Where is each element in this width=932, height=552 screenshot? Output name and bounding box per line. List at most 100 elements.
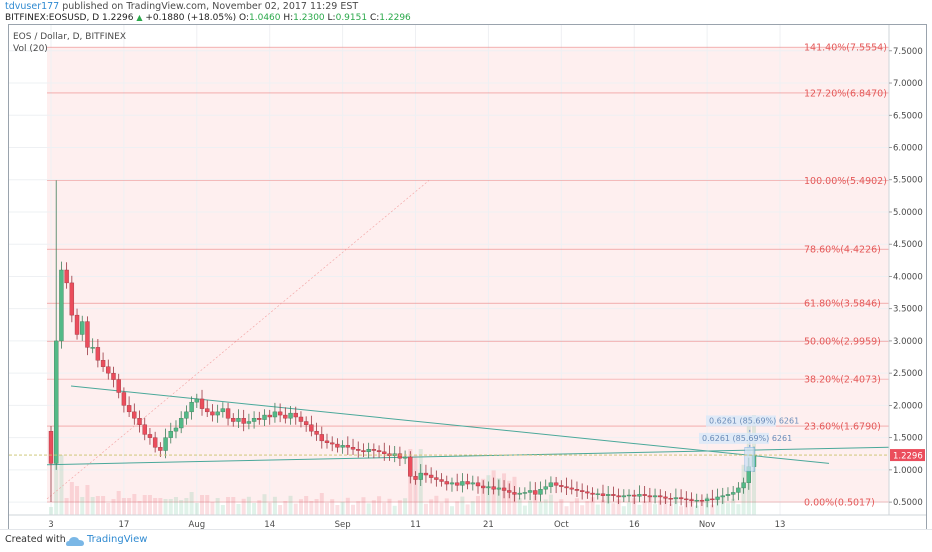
candle-body xyxy=(205,408,210,413)
last-price-tag-label: 1.2296 xyxy=(893,452,923,462)
volume-bar xyxy=(637,504,642,515)
candle-body xyxy=(408,456,413,477)
volume-bar xyxy=(272,496,277,515)
volume-bar xyxy=(319,493,324,515)
last-price: 1.2296 xyxy=(99,13,137,23)
y-tick-label: 5.0000 xyxy=(893,208,923,218)
candle-body xyxy=(428,474,434,478)
chart-panel[interactable]: 141.40%(7.5554) 127.20%(6.8470) 100.00%(5.… xyxy=(8,24,927,531)
volume-bar xyxy=(621,506,626,515)
candle-body xyxy=(324,440,330,443)
candle-body xyxy=(106,366,111,374)
candle-body xyxy=(283,414,288,419)
candle-body xyxy=(184,411,189,419)
volume-bar xyxy=(158,498,163,515)
candle-body xyxy=(658,495,663,498)
candle-body xyxy=(241,418,246,424)
volume-bar xyxy=(314,499,319,515)
volume-bar xyxy=(168,499,173,515)
tradingview-brand[interactable]: TradingView xyxy=(87,534,148,545)
volume-bar xyxy=(668,503,673,515)
candle-body xyxy=(605,494,611,496)
volume-bar xyxy=(153,498,158,515)
volume-bar xyxy=(298,499,303,515)
candle-body xyxy=(736,487,741,493)
volume-bar xyxy=(590,497,595,515)
candle-body xyxy=(116,379,121,393)
volume-bar xyxy=(533,495,538,515)
symbol-legend: EOS / Dollar, D, BITFINEX xyxy=(13,32,126,42)
candle-body xyxy=(95,347,101,361)
candle-body xyxy=(319,434,324,442)
candle-body xyxy=(126,405,132,413)
volume-bar xyxy=(226,497,231,515)
volume-bar xyxy=(554,502,559,515)
candle-body xyxy=(616,495,621,498)
author-link[interactable]: tdvuser177 xyxy=(5,1,60,12)
candle-body xyxy=(397,453,403,459)
volume-bar xyxy=(257,500,262,515)
volume-bar xyxy=(345,497,350,515)
candle-body xyxy=(637,494,642,497)
candle-body xyxy=(548,482,554,487)
candle-body xyxy=(402,456,408,459)
volume-bar xyxy=(736,504,741,515)
publish-line: tdvuser177 published on TradingView.com,… xyxy=(5,1,358,12)
candle-body xyxy=(277,411,283,416)
volume-bar xyxy=(220,505,225,515)
candle-body xyxy=(340,445,345,448)
candle-body xyxy=(481,485,486,489)
volume-bar xyxy=(528,500,533,515)
volume-bar xyxy=(252,503,257,515)
up-arrow-icon: ▲ xyxy=(136,13,143,22)
candle-body xyxy=(272,411,278,418)
volume-bar xyxy=(241,498,246,515)
measure-box xyxy=(744,447,756,472)
y-tick-label: 0.5000 xyxy=(893,498,923,508)
x-tick-label: 16 xyxy=(629,520,640,530)
volume-bar xyxy=(382,502,387,515)
measure-label-bg-2 xyxy=(699,432,769,444)
volume-bar xyxy=(439,502,444,515)
price-chart[interactable]: 141.40%(7.5554) 127.20%(6.8470) 100.00%(5.… xyxy=(9,25,926,530)
x-tick-label: 11 xyxy=(410,520,421,530)
volume-bar xyxy=(137,501,142,515)
candle-body xyxy=(298,416,304,422)
volume-bar xyxy=(95,496,100,515)
volume-bar xyxy=(429,499,434,515)
candle-body xyxy=(251,418,257,422)
volume-bar xyxy=(335,505,340,515)
fib-label: 100.00%(5.4902) xyxy=(804,176,887,187)
x-tick-label: 21 xyxy=(483,520,494,530)
volume-bar xyxy=(69,482,74,515)
volume-bar xyxy=(522,505,527,515)
volume-bar xyxy=(267,502,272,515)
volume-bar xyxy=(142,495,147,515)
candle-body xyxy=(564,486,569,489)
volume-bar xyxy=(658,500,663,515)
candle-body xyxy=(288,412,293,419)
volume-bar xyxy=(64,498,69,515)
volume-bar xyxy=(444,498,449,515)
candle-body xyxy=(246,421,252,424)
candle-body xyxy=(309,424,314,432)
y-tick-label: 3.0000 xyxy=(893,337,923,347)
volume-bar xyxy=(476,496,481,515)
volume-bar xyxy=(54,427,59,515)
candle-body xyxy=(590,492,595,495)
candle-body xyxy=(730,492,736,495)
candle-body xyxy=(642,494,647,496)
candle-body xyxy=(371,449,377,451)
volume-bar xyxy=(173,497,178,515)
candle-body xyxy=(69,282,75,316)
candle-body xyxy=(267,414,272,418)
candle-body xyxy=(173,427,179,432)
tradingview-logo-icon[interactable] xyxy=(66,533,84,552)
fib-label: 23.60%(1.6790) xyxy=(804,422,881,433)
x-tick-label: Nov xyxy=(699,520,716,530)
volume-bar xyxy=(288,495,293,515)
candle-body xyxy=(496,487,502,490)
volume-bar xyxy=(351,504,356,515)
volume-bar xyxy=(371,500,376,515)
volume-bar xyxy=(465,504,470,515)
